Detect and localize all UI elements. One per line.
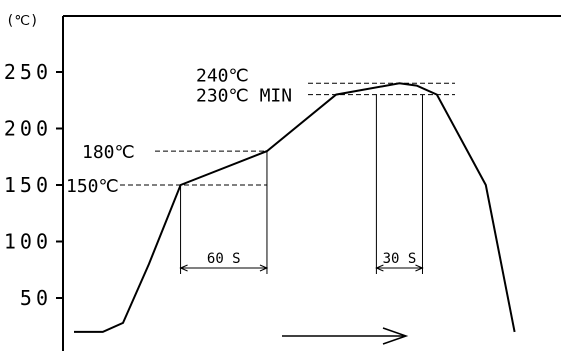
span-30s-label: 30 S [383,251,417,267]
y-axis-unit: (℃) [6,13,39,29]
guide-lines [120,82,455,274]
span-30s-arrow-left [375,264,384,272]
label-180: 180℃ [82,142,135,163]
axes [62,15,561,351]
y-tick-label-200: 200 [4,117,52,141]
temperature-profile-line [74,82,516,333]
span-60s-arrow-left [179,264,188,272]
label-240: 240℃ [196,65,249,86]
y-tick-label-50: 50 [20,286,52,310]
label-230-min: 230℃ MIN [196,86,292,107]
span-60s-arrow-right [259,264,269,272]
y-tick-label-100: 100 [4,230,52,254]
label-150: 150℃ [66,176,119,197]
time-direction-arrow [282,327,409,345]
y-tick-label-150: 150 [4,173,52,197]
y-tick-label-250: 250 [4,60,52,84]
y-ticks: 250 200 150 100 50 [4,60,63,310]
span-60s-label: 60 S [207,251,241,267]
span-30s-arrow-right [415,264,424,272]
